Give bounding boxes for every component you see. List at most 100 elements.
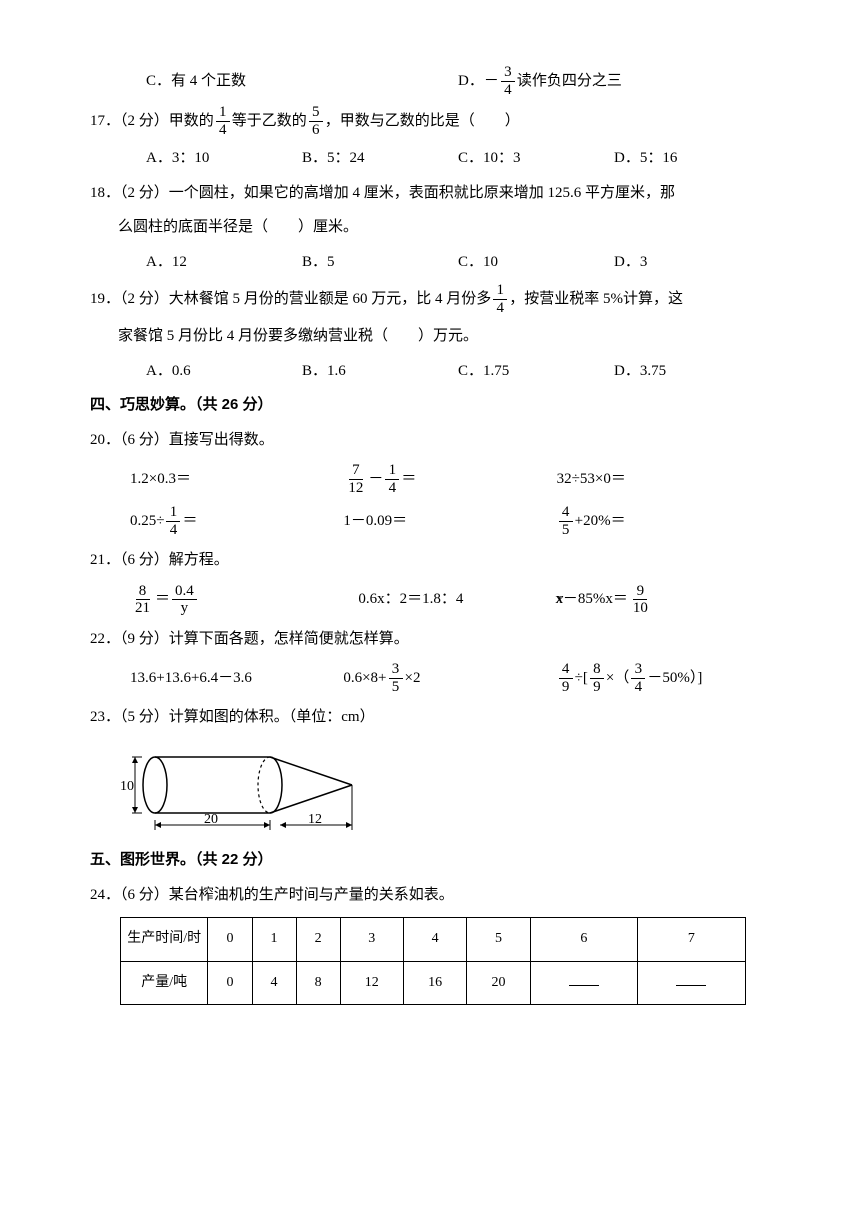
q20-row2: 0.25÷ 1 4 ＝ 1－0.09＝ 4 5 +20%＝: [90, 504, 770, 538]
q21-e2: 0.6x：2＝1.8：4: [343, 583, 556, 617]
fraction: 8 21: [132, 583, 153, 617]
q21-equations: 8 21 ＝ 0.4 y 0.6x：2＝1.8：4 x x－85%x＝ 9 10: [90, 583, 770, 617]
q17-stem: 17．（2 分）甲数的 1 4 等于乙数的 5 6 ，甲数与乙数的比是（ ）: [90, 104, 770, 138]
numerator: 1: [385, 462, 399, 480]
denominator: 9: [590, 679, 604, 696]
q21-e1: 8 21 ＝ 0.4 y: [130, 583, 343, 617]
denominator: 4: [501, 82, 515, 99]
cell: 16: [403, 961, 466, 1005]
cell: 7: [638, 918, 746, 962]
denominator: 21: [132, 600, 153, 617]
optD-prefix: D．: [458, 67, 484, 96]
q22-equations: 13.6+13.6+6.4－3.6 0.6×8+ 3 5 ×2 4 9 ÷[ 8…: [90, 661, 770, 695]
numerator: 5: [309, 104, 323, 122]
fraction: 9 10: [630, 583, 651, 617]
q18-choices: A．12 B．5 C．10 D．3: [90, 248, 770, 277]
label-w2: 12: [308, 812, 322, 827]
cell-blank: [530, 961, 637, 1005]
q19-text-a: 19．（2 分）大林餐馆 5 月份的营业额是 60 万元，比 4 月份多: [90, 285, 491, 314]
denominator: 6: [309, 122, 323, 139]
q20-r1c1: 1.2×0.3＝: [130, 462, 343, 496]
q18-A: A．12: [146, 248, 302, 277]
cell: 2: [296, 918, 340, 962]
q18-line1: 18．（2 分）一个圆柱，如果它的高增加 4 厘米，表面积就比原来增加 125.…: [90, 179, 770, 208]
q19-line2: 家餐馆 5 月份比 4 月份要多缴纳营业税（ ）万元。: [90, 322, 770, 351]
denominator: 4: [631, 679, 645, 696]
q18-B: B．5: [302, 248, 458, 277]
numerator: 3: [631, 661, 645, 679]
q21-stem: 21．（6 分）解方程。: [90, 546, 770, 575]
numerator: 4: [559, 504, 573, 522]
q22-e3: 4 9 ÷[ 8 9 ×（ 3 4 －50%）]: [557, 661, 770, 695]
fraction: 4 9: [559, 661, 573, 695]
cell: 4: [403, 918, 466, 962]
cell: 4: [252, 961, 296, 1005]
q19-C: C．1.75: [458, 357, 614, 386]
q17-text-c: ，甲数与乙数的比是（ ）: [325, 107, 520, 136]
text: ÷[: [575, 664, 588, 693]
text: 0.25÷: [130, 507, 164, 536]
q19-text-b: ，按营业税率 5%计算，这: [509, 285, 683, 314]
cell-blank: [638, 961, 746, 1005]
equals: ＝: [401, 465, 416, 494]
denominator: 9: [559, 679, 573, 696]
fraction: 1 4: [216, 104, 230, 138]
fraction: 1 4: [166, 504, 180, 538]
q20-row1: 1.2×0.3＝ 7 12 － 1 4 ＝ 32÷53×0＝: [90, 462, 770, 496]
denominator: 12: [345, 480, 366, 497]
label-w1: 20: [204, 812, 218, 827]
denominator: 4: [385, 480, 399, 497]
label-h: 10: [120, 779, 134, 794]
text: ×2: [405, 664, 421, 693]
text: x－85%x＝: [555, 585, 628, 614]
denominator: y: [177, 600, 191, 617]
table-row: 生产时间/时 0 1 2 3 4 5 6 7: [121, 918, 746, 962]
q20-r2c2: 1－0.09＝: [343, 504, 556, 538]
q21-e3: x x－85%x＝ 9 10: [557, 583, 770, 617]
cell: 6: [530, 918, 637, 962]
fraction: 3 4: [631, 661, 645, 695]
text: 0.6×8+: [343, 664, 386, 693]
text: －50%）]: [647, 664, 702, 693]
q23-stem: 23．（5 分）计算如图的体积。（单位：cm）: [90, 703, 770, 732]
cell: 0: [208, 918, 252, 962]
q16-opt-c: C．有 4 个正数: [146, 64, 458, 98]
q22-stem: 22．（9 分）计算下面各题，怎样简便就怎样算。: [90, 625, 770, 654]
cell: 20: [467, 961, 530, 1005]
numerator: 1: [166, 504, 180, 522]
numerator: 7: [349, 462, 363, 480]
q19-line1: 19．（2 分）大林餐馆 5 月份的营业额是 60 万元，比 4 月份多 1 4…: [90, 282, 770, 316]
q23-figure: 10 20 12: [120, 740, 770, 841]
numerator: 1: [493, 282, 507, 300]
q16-options-cd: C．有 4 个正数 D． － 3 4 读作负四分之三: [90, 64, 770, 98]
q19-D: D．3.75: [614, 357, 770, 386]
optD-suffix: 读作负四分之三: [517, 67, 622, 96]
q17-text-b: 等于乙数的: [232, 107, 307, 136]
q20-stem: 20．（6 分）直接写出得数。: [90, 426, 770, 455]
q17-choices: A．3：10 B．5：24 C．10：3 D．5：16: [90, 144, 770, 173]
q19-choices: A．0.6 B．1.6 C．1.75 D．3.75: [90, 357, 770, 386]
q17-text-a: 17．（2 分）甲数的: [90, 107, 214, 136]
numerator: 4: [559, 661, 573, 679]
fraction: 1 4: [493, 282, 507, 316]
fraction: 7 12: [345, 462, 366, 496]
text: +20%＝: [575, 507, 626, 536]
q17-B: B．5：24: [302, 144, 458, 173]
cell: 12: [340, 961, 403, 1005]
numerator: 9: [633, 583, 647, 601]
numerator: 8: [590, 661, 604, 679]
q23-text: 23．（5 分）计算如图的体积。（单位：cm）: [90, 703, 375, 732]
equals: ＝: [155, 585, 170, 614]
cell: 0: [208, 961, 252, 1005]
q19-A: A．0.6: [146, 357, 302, 386]
denominator: 5: [559, 522, 573, 539]
q18-line2: 么圆柱的底面半径是（ ）厘米。: [90, 213, 770, 242]
denominator: 4: [166, 522, 180, 539]
text: ×（: [606, 664, 629, 693]
q20-r2c3: 4 5 +20%＝: [557, 504, 770, 538]
q20-r1c3: 32÷53×0＝: [557, 462, 770, 496]
q22-e1: 13.6+13.6+6.4－3.6: [130, 661, 343, 695]
neg-sign: －: [484, 67, 499, 96]
q19-B: B．1.6: [302, 357, 458, 386]
fraction: 3 4: [501, 64, 515, 98]
